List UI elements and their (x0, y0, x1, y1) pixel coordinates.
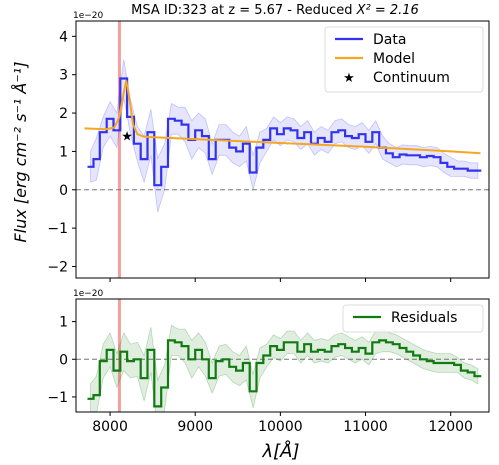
x-tick-label: 12000 (428, 419, 473, 435)
data-line (87, 77, 482, 187)
y-tick-label: −1 (47, 221, 68, 237)
y-tick-label: 1 (59, 315, 68, 331)
legend-swatch-continuum: ★ (343, 71, 355, 86)
x-tick-label: 9000 (177, 419, 213, 435)
model-line (84, 80, 481, 155)
x-tick-label: 8000 (92, 419, 128, 435)
plot-frame (75, 20, 490, 279)
y-tick-label: 0 (59, 183, 68, 199)
continuum-marker: ★ (121, 129, 133, 144)
legend-label-continuum: Continuum (373, 70, 450, 86)
y-tick-label: 2 (59, 106, 68, 122)
y-tick-label: 0 (59, 352, 68, 368)
wavelength-axis-label: λ[Å] (261, 440, 299, 462)
flux-y-axis-label: Flux [erg cm⁻² s⁻¹ Å⁻¹] (11, 62, 30, 243)
x-tick-label: 10000 (258, 419, 303, 435)
y-tick-label: −2 (47, 259, 68, 275)
y-tick-label: 1 (59, 144, 68, 160)
residuals-scale-label: 1e−20 (73, 289, 104, 299)
legend-label-data: Data (373, 32, 406, 48)
flux-plot-area: ★ −2 −1 0 1 2 3 4 Data Model ★ Continuum (47, 20, 490, 282)
legend: Residuals (342, 304, 484, 333)
residuals-plot-area: −1 0 1 8000 9000 10000 11000 12000 Residuals (47, 298, 490, 435)
flux-panel: 1e−20 Flux [erg cm⁻² s⁻¹ Å⁻¹] ★ −2 −1 0 1 2 3 4… (11, 11, 490, 282)
legend-box (342, 304, 484, 333)
plot-frame (75, 298, 490, 413)
flux-scale-label: 1e−20 (73, 11, 104, 21)
chart-title: MSA ID:323 at z = 5.67 - Reduced X² = 2.… (131, 3, 419, 18)
legend-label-model: Model (373, 51, 415, 67)
residuals-panel: 1e−20 λ[Å] −1 0 1 8000 9000 10000 11000 12000 Re… (47, 289, 490, 462)
legend: Data Model ★ Continuum (324, 26, 484, 93)
legend-box (324, 26, 484, 93)
y-tick-label: −1 (47, 390, 68, 406)
x-tick-label: 11000 (343, 419, 388, 435)
y-tick-label: 3 (59, 68, 68, 84)
data-error-band (90, 59, 479, 213)
y-tick-label: 4 (59, 29, 68, 45)
legend-label-residuals: Residuals (391, 310, 457, 326)
residuals-line (87, 339, 482, 408)
